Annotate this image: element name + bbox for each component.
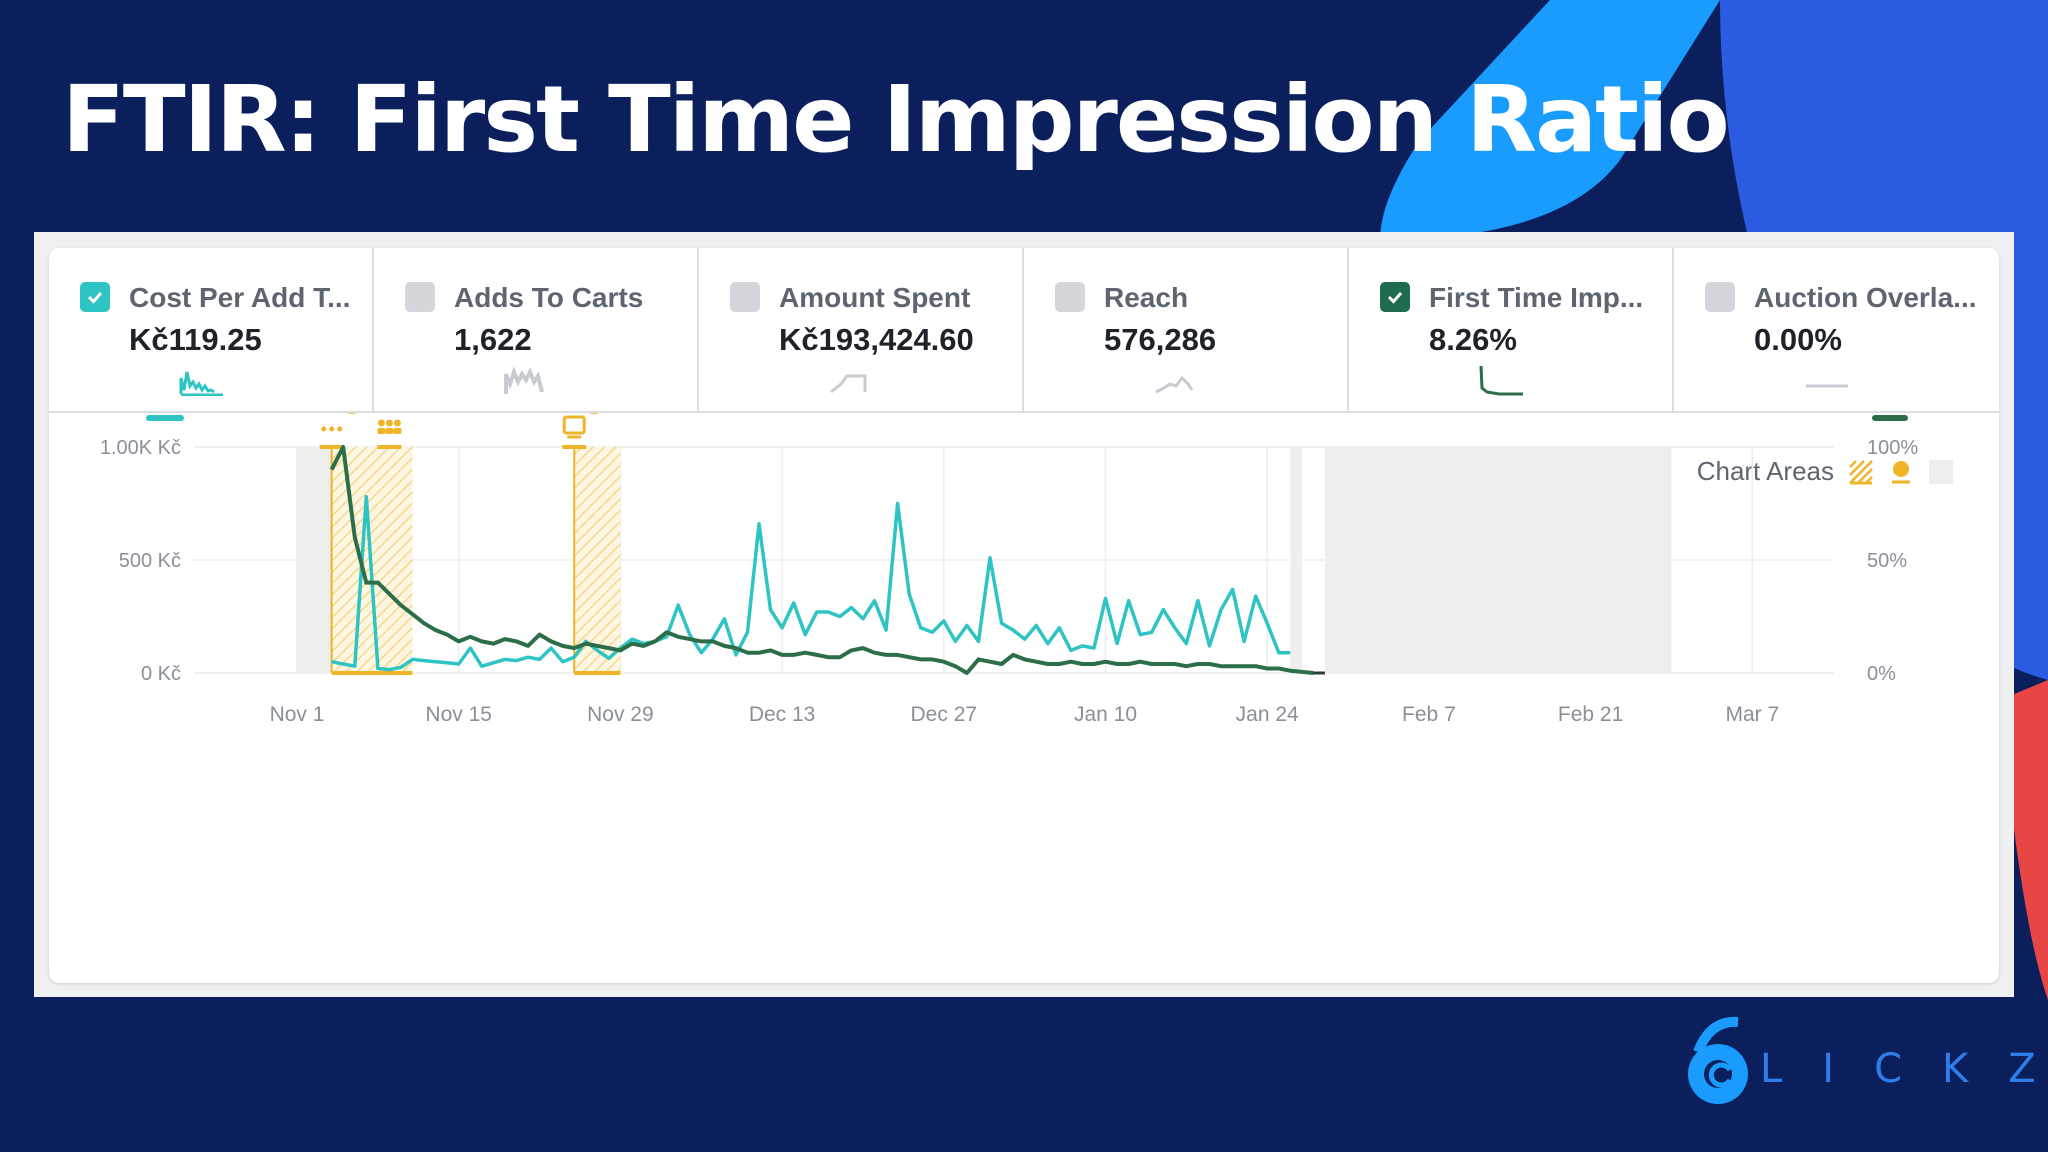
slide-title: FTIR: First Time Impression Ratio bbox=[62, 66, 1730, 173]
metric-reach[interactable]: Reach 576,286 bbox=[1024, 248, 1349, 413]
brand-letter: I bbox=[1822, 1046, 1835, 1092]
pin-icon[interactable] bbox=[1888, 459, 1914, 485]
chart-areas-label: Chart Areas bbox=[1696, 456, 1834, 486]
checkbox-icon[interactable] bbox=[730, 282, 760, 312]
y-left-tick-label: 500 Kč bbox=[119, 550, 181, 572]
six-clickz-logo-icon bbox=[1688, 1016, 1748, 1104]
x-tick-label: Feb 7 bbox=[1402, 703, 1456, 726]
x-tick-label: Jan 24 bbox=[1236, 703, 1299, 726]
x-tick-label: Mar 7 bbox=[1725, 703, 1779, 726]
y-left-tick-label: 1.00K Kč bbox=[100, 437, 181, 459]
screenshot-panel: Cost Per Add T... Kč119.25 Adds To Carts… bbox=[34, 232, 2014, 997]
series-line-left bbox=[331, 494, 1291, 672]
metric-selector-row: Cost Per Add T... Kč119.25 Adds To Carts… bbox=[49, 248, 1999, 413]
more-dots-icon bbox=[337, 426, 343, 432]
people-icon bbox=[385, 428, 394, 434]
checkbox-icon[interactable] bbox=[1055, 282, 1085, 312]
gray-sparkline-icon bbox=[1806, 384, 1848, 388]
monitor-icon bbox=[562, 415, 586, 435]
brand-wordmark: L I C K Z bbox=[1760, 1046, 2036, 1092]
blank-area-icon[interactable] bbox=[1928, 459, 1954, 485]
metric-cost-per-add-to-cart[interactable]: Cost Per Add T... Kč119.25 bbox=[49, 248, 374, 413]
metric-auction-overlap[interactable]: Auction Overla... 0.00% bbox=[1674, 248, 1999, 413]
x-tick-label: Nov 15 bbox=[425, 703, 492, 726]
annotation-count-badge bbox=[589, 413, 599, 414]
people-icon bbox=[393, 428, 402, 434]
x-tick-label: Nov 1 bbox=[270, 703, 325, 726]
x-tick-label: Jan 10 bbox=[1074, 703, 1137, 726]
gray-sparkline-icon bbox=[1155, 375, 1194, 394]
checkbox-icon[interactable] bbox=[80, 282, 110, 312]
y-left-tick-label: 0 Kč bbox=[141, 663, 181, 685]
hatched-area-icon[interactable] bbox=[1848, 459, 1874, 485]
light-blue-swoosh bbox=[1380, 0, 1720, 240]
brand-letter: L bbox=[1760, 1046, 1783, 1092]
metric-value: Kč119.25 bbox=[129, 322, 262, 357]
metric-first-time-impression-ratio[interactable]: First Time Imp... 8.26% bbox=[1349, 248, 1674, 413]
gray-sparkline-icon bbox=[504, 366, 544, 394]
chart-areas-toggle[interactable]: Chart Areas bbox=[1697, 456, 1954, 487]
metric-label: Cost Per Add T... bbox=[129, 282, 351, 313]
y-right-tick-label: 100% bbox=[1867, 437, 1918, 459]
checkbox-icon[interactable] bbox=[405, 282, 435, 312]
annotation-count-badge bbox=[346, 413, 357, 414]
brand-letter: K bbox=[1942, 1046, 1969, 1092]
checkbox-icon[interactable] bbox=[1380, 282, 1410, 312]
metric-value: 576,286 bbox=[1104, 322, 1217, 357]
people-icon bbox=[385, 419, 393, 427]
people-icon bbox=[393, 419, 401, 427]
series-line-right bbox=[329, 445, 1314, 675]
brand-letter: Z bbox=[2008, 1046, 2036, 1092]
more-dots-icon bbox=[321, 426, 327, 432]
x-tick-label: Feb 21 bbox=[1558, 703, 1623, 726]
x-tick-label: Nov 29 bbox=[587, 703, 654, 726]
metric-label: Amount Spent bbox=[779, 282, 971, 313]
more-dots-icon bbox=[329, 426, 335, 432]
people-icon bbox=[377, 428, 386, 434]
brand-letter: C bbox=[1874, 1046, 1903, 1092]
metric-value: Kč193,424.60 bbox=[779, 322, 974, 357]
highlight-band bbox=[574, 447, 621, 673]
metric-value: 0.00% bbox=[1754, 322, 1842, 357]
green-sparkline-icon bbox=[1479, 365, 1523, 396]
metric-value: 1,622 bbox=[454, 322, 532, 357]
metric-amount-spent[interactable]: Amount Spent Kč193,424.60 bbox=[699, 248, 1024, 413]
x-tick-label: Dec 27 bbox=[911, 703, 978, 726]
metric-value: 8.26% bbox=[1429, 322, 1517, 357]
metric-label: Auction Overla... bbox=[1754, 282, 1977, 313]
y-right-tick-label: 0% bbox=[1867, 663, 1896, 685]
gray-sparkline-icon bbox=[830, 374, 867, 394]
cyan-sparkline-icon bbox=[179, 371, 223, 396]
metric-label: First Time Imp... bbox=[1429, 282, 1644, 313]
metric-adds-to-carts[interactable]: Adds To Carts 1,622 bbox=[374, 248, 699, 413]
y-right-tick-label: 50% bbox=[1867, 550, 1907, 572]
people-icon bbox=[377, 419, 385, 427]
ads-manager-chart-card: Cost Per Add T... Kč119.25 Adds To Carts… bbox=[49, 248, 1999, 983]
metric-label: Adds To Carts bbox=[454, 282, 644, 313]
x-tick-label: Dec 13 bbox=[749, 703, 816, 726]
checkbox-icon[interactable] bbox=[1705, 282, 1735, 312]
metric-label: Reach bbox=[1104, 282, 1189, 313]
